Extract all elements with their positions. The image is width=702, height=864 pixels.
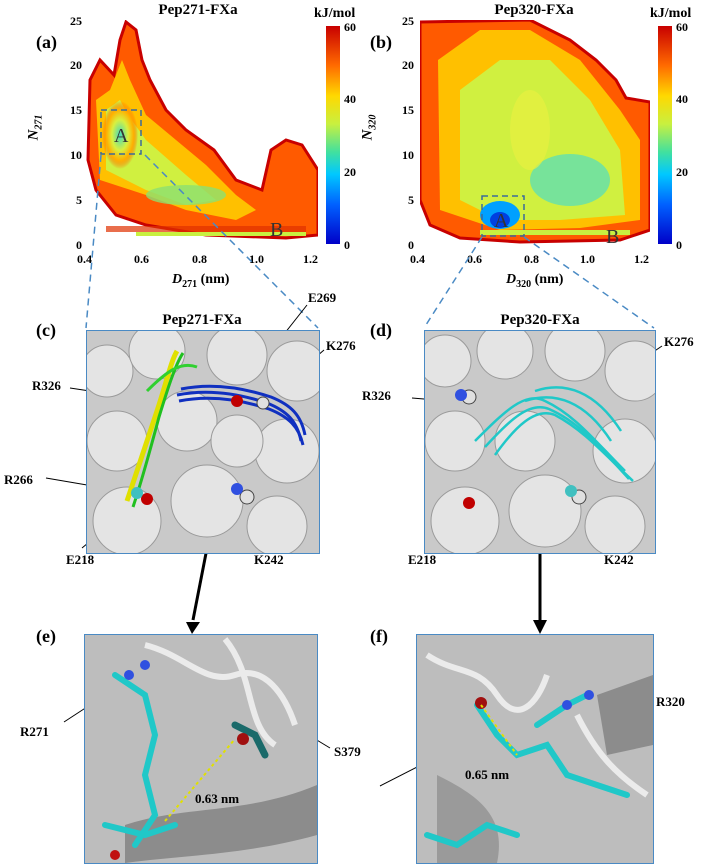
residue-e-r271: R271: [20, 724, 49, 739]
panel-f-distance: 0.65 nm: [465, 767, 509, 782]
panel-a-colorbar-unit: kJ/mol: [314, 6, 356, 21]
residue-f-r320: R320: [656, 694, 685, 709]
panel-a-region-b: B: [270, 219, 283, 241]
residue-d-k242: K242: [604, 552, 634, 567]
a-cbar-40: 40: [344, 92, 356, 106]
panel-a-heatmap: A B: [86, 20, 318, 245]
b-ytick-10: 10: [402, 148, 414, 162]
panel-e-label: (e): [36, 626, 56, 646]
panel-a-xlabel: D271 (nm): [172, 272, 230, 290]
b-xtick-1.0: 1.0: [580, 252, 595, 266]
panel-c-structure: [86, 330, 320, 554]
residue-d-r326: R326: [362, 388, 391, 403]
panel-a-ylabel: N271: [25, 114, 45, 141]
a-xtick-0.8: 0.8: [192, 252, 207, 266]
b-xtick-0.8: 0.8: [524, 252, 539, 266]
panel-b-heatmap: A B: [420, 20, 650, 245]
a-ytick-25: 25: [70, 14, 82, 28]
panel-d-label: (d): [370, 320, 392, 340]
residue-c-k276: K276: [326, 338, 356, 353]
panel-b-colorbar: [658, 26, 672, 244]
b-xtick-1.2: 1.2: [634, 252, 649, 266]
a-ytick-20: 20: [70, 58, 82, 72]
a-cbar-60: 60: [344, 20, 356, 34]
residue-c-r326: R326: [32, 378, 61, 393]
residue-d-k276: K276: [664, 334, 694, 349]
panel-b-colorbar-unit: kJ/mol: [650, 6, 692, 21]
b-ytick-20: 20: [402, 58, 414, 72]
panel-f-label: (f): [370, 626, 388, 646]
residue-e-s379: S379: [334, 744, 361, 759]
a-xtick-0.4: 0.4: [77, 252, 92, 266]
panel-e-distance: 0.63 nm: [195, 791, 239, 806]
panel-a-colorbar: [326, 26, 340, 244]
a-ytick-15: 15: [70, 103, 82, 117]
a-ytick-10: 10: [70, 148, 82, 162]
panel-b-region-a: A: [494, 210, 509, 232]
residue-c-k242: K242: [254, 552, 284, 567]
panel-b-label: (b): [370, 32, 392, 52]
panel-d-title: Pep320-FXa: [500, 312, 580, 328]
b-xtick-0.4: 0.4: [410, 252, 425, 266]
b-ytick-25: 25: [402, 14, 414, 28]
b-ytick-5: 5: [408, 193, 414, 207]
panel-c-label: (c): [36, 320, 56, 340]
a-cbar-20: 20: [344, 165, 356, 179]
residue-c-e269: E269: [308, 290, 337, 305]
panel-a-title: Pep271-FXa: [158, 2, 238, 18]
panel-f-zoom: 0.65 nm: [416, 634, 654, 864]
a-xtick-0.6: 0.6: [134, 252, 149, 266]
panel-d-structure: [424, 330, 656, 554]
b-cbar-20: 20: [676, 165, 688, 179]
a-cbar-0: 0: [344, 238, 350, 252]
b-cbar-60: 60: [676, 20, 688, 34]
panel-e-zoom: 0.63 nm: [84, 634, 318, 864]
residue-c-e218: E218: [66, 552, 95, 567]
b-cbar-0: 0: [676, 238, 682, 252]
a-xtick-1.0: 1.0: [249, 252, 264, 266]
panel-a-region-a: A: [114, 125, 129, 147]
b-cbar-40: 40: [676, 92, 688, 106]
b-ytick-0: 0: [408, 238, 414, 252]
panel-b-ylabel: N320: [359, 114, 379, 141]
b-ytick-15: 15: [402, 103, 414, 117]
a-ytick-0: 0: [76, 238, 82, 252]
a-ytick-5: 5: [76, 193, 82, 207]
residue-c-r266: R266: [4, 472, 33, 487]
residue-d-e218: E218: [408, 552, 437, 567]
panel-b-title: Pep320-FXa: [494, 2, 574, 18]
panel-b-region-b: B: [606, 226, 619, 245]
panel-c-title: Pep271-FXa: [162, 312, 242, 328]
a-xtick-1.2: 1.2: [303, 252, 318, 266]
panel-b-xlabel: D320 (nm): [506, 272, 564, 290]
panel-a-label: (a): [36, 32, 57, 52]
b-xtick-0.6: 0.6: [467, 252, 482, 266]
